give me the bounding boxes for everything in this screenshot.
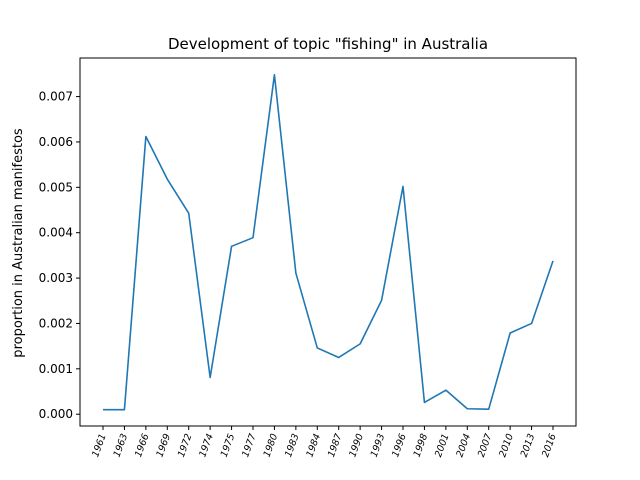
data-point	[145, 136, 147, 138]
x-tick-label: 1993	[369, 432, 388, 458]
y-tick-label: 0.001	[39, 362, 73, 376]
x-tick-label: 2001	[433, 432, 452, 458]
x-tick-label: 1996	[390, 432, 409, 458]
data-point	[274, 74, 276, 76]
data-point	[381, 299, 383, 301]
data-point	[424, 402, 426, 404]
x-tick-label: 1969	[154, 432, 173, 458]
y-tick-label: 0.007	[39, 90, 73, 104]
data-point	[488, 408, 490, 410]
x-tick-label: 2004	[454, 432, 473, 458]
data-point	[466, 408, 468, 410]
data-point	[531, 323, 533, 325]
data-point	[338, 357, 340, 359]
data-point	[188, 212, 190, 214]
data-point	[124, 409, 126, 411]
x-tick-label: 1977	[240, 432, 259, 458]
x-tick-label: 2010	[497, 432, 516, 458]
data-point	[509, 332, 511, 334]
series-line	[103, 73, 554, 411]
data-point	[231, 245, 233, 247]
x-tick-label: 1972	[176, 432, 195, 458]
data-point	[102, 409, 104, 411]
y-tick-label: 0.004	[39, 226, 73, 240]
y-tick-label: 0.002	[39, 316, 73, 330]
data-point	[316, 347, 318, 349]
x-tick-label: 1975	[219, 432, 238, 458]
x-tick-label: 1980	[262, 432, 281, 458]
data-point	[552, 260, 554, 262]
x-tick-label: 2013	[519, 432, 538, 458]
x-tick-label: 1963	[112, 432, 131, 458]
y-tick-label: 0.005	[39, 180, 73, 194]
x-tick-label: 1998	[412, 432, 431, 458]
data-point	[402, 186, 404, 188]
data-point	[166, 178, 168, 180]
plot-frame	[79, 57, 577, 427]
plot-area: 0.000 0.001 0.002 0.003 0.004 0.005 0.006 0.007…	[39, 57, 577, 459]
x-tick-label: 1983	[283, 432, 302, 458]
x-tick-label: 1961	[90, 432, 109, 458]
data-point	[295, 272, 297, 274]
x-tick-label: 2007	[476, 432, 495, 458]
data-point	[445, 389, 447, 391]
y-tick-label: 0.003	[39, 271, 73, 285]
x-tick-label: 1990	[347, 432, 366, 458]
y-axis-label: proportion in Australian manifestos	[11, 128, 26, 358]
data-point	[209, 377, 211, 379]
data-point	[359, 343, 361, 345]
x-tick-label: 1974	[197, 432, 216, 458]
data-point	[252, 237, 254, 239]
chart-title: Development of topic "fishing" in Austra…	[168, 35, 488, 53]
y-tick-label: 0.006	[39, 135, 73, 149]
x-tick-label: 2016	[540, 432, 559, 458]
x-tick-label: 1984	[304, 432, 323, 458]
y-tick-label: 0.000	[39, 407, 73, 421]
x-tick-label: 1987	[326, 432, 345, 458]
x-tick-label: 1966	[133, 432, 152, 458]
